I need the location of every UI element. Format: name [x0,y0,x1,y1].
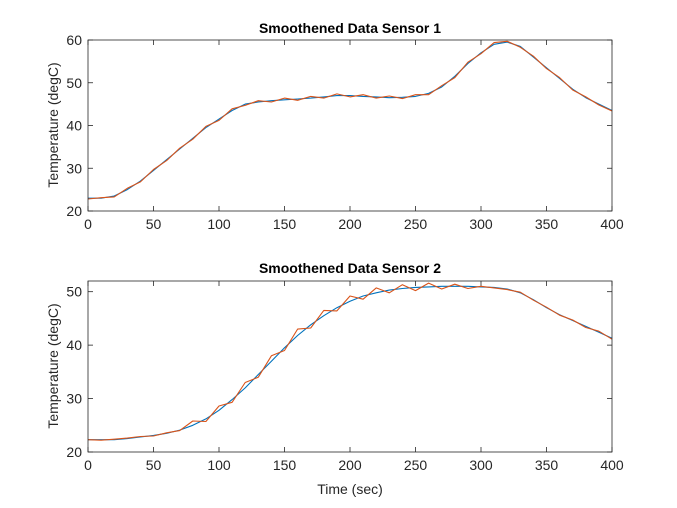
y-tick-label: 50 [66,284,82,300]
x-tick-label: 300 [469,216,493,232]
x-tick-label: 300 [469,457,493,473]
x-tick-label: 400 [600,457,624,473]
series-line-2 [87,282,613,441]
x-tick-label: 100 [207,457,231,473]
x-tick-label: 150 [273,216,297,232]
x-tick-label: 200 [338,216,362,232]
x-tick-label: 250 [404,216,428,232]
x-tick-label: 0 [84,457,92,473]
x-tick-label: 100 [207,216,231,232]
y-axis-label: Temperature (degC) [45,62,61,187]
y-tick-label: 30 [66,391,82,407]
x-tick-label: 50 [146,457,162,473]
subplot-sensor-1: Smoothened Data Sensor 1 Temperature (de… [45,20,624,232]
y-tick-label: 50 [66,75,82,91]
plot-box [87,280,613,453]
x-tick-label: 250 [404,457,428,473]
x-tick-label: 350 [535,457,559,473]
y-tick-label: 20 [66,444,82,460]
y-tick-label: 40 [66,337,82,353]
y-axis-label: Temperature (degC) [45,303,61,428]
x-tick-label: 200 [338,457,362,473]
plot-area [88,281,612,452]
x-tick-label: 0 [84,216,92,232]
x-tick-label: 150 [273,457,297,473]
plot-box [87,39,613,212]
x-tick-label: 350 [535,216,559,232]
plot-area [88,40,612,211]
y-tick-label: 40 [66,118,82,134]
series-line-2 [87,40,613,200]
x-tick-label: 50 [146,216,162,232]
x-axis-label: Time (sec) [317,481,383,497]
x-tick-label: 400 [600,216,624,232]
y-tick-label: 30 [66,160,82,176]
chart-title: Smoothened Data Sensor 1 [259,20,441,36]
y-tick-label: 60 [66,32,82,48]
y-tick-label: 20 [66,203,82,219]
subplot-sensor-2: Smoothened Data Sensor 2 Temperature (de… [45,260,624,497]
chart-title: Smoothened Data Sensor 2 [259,260,441,276]
